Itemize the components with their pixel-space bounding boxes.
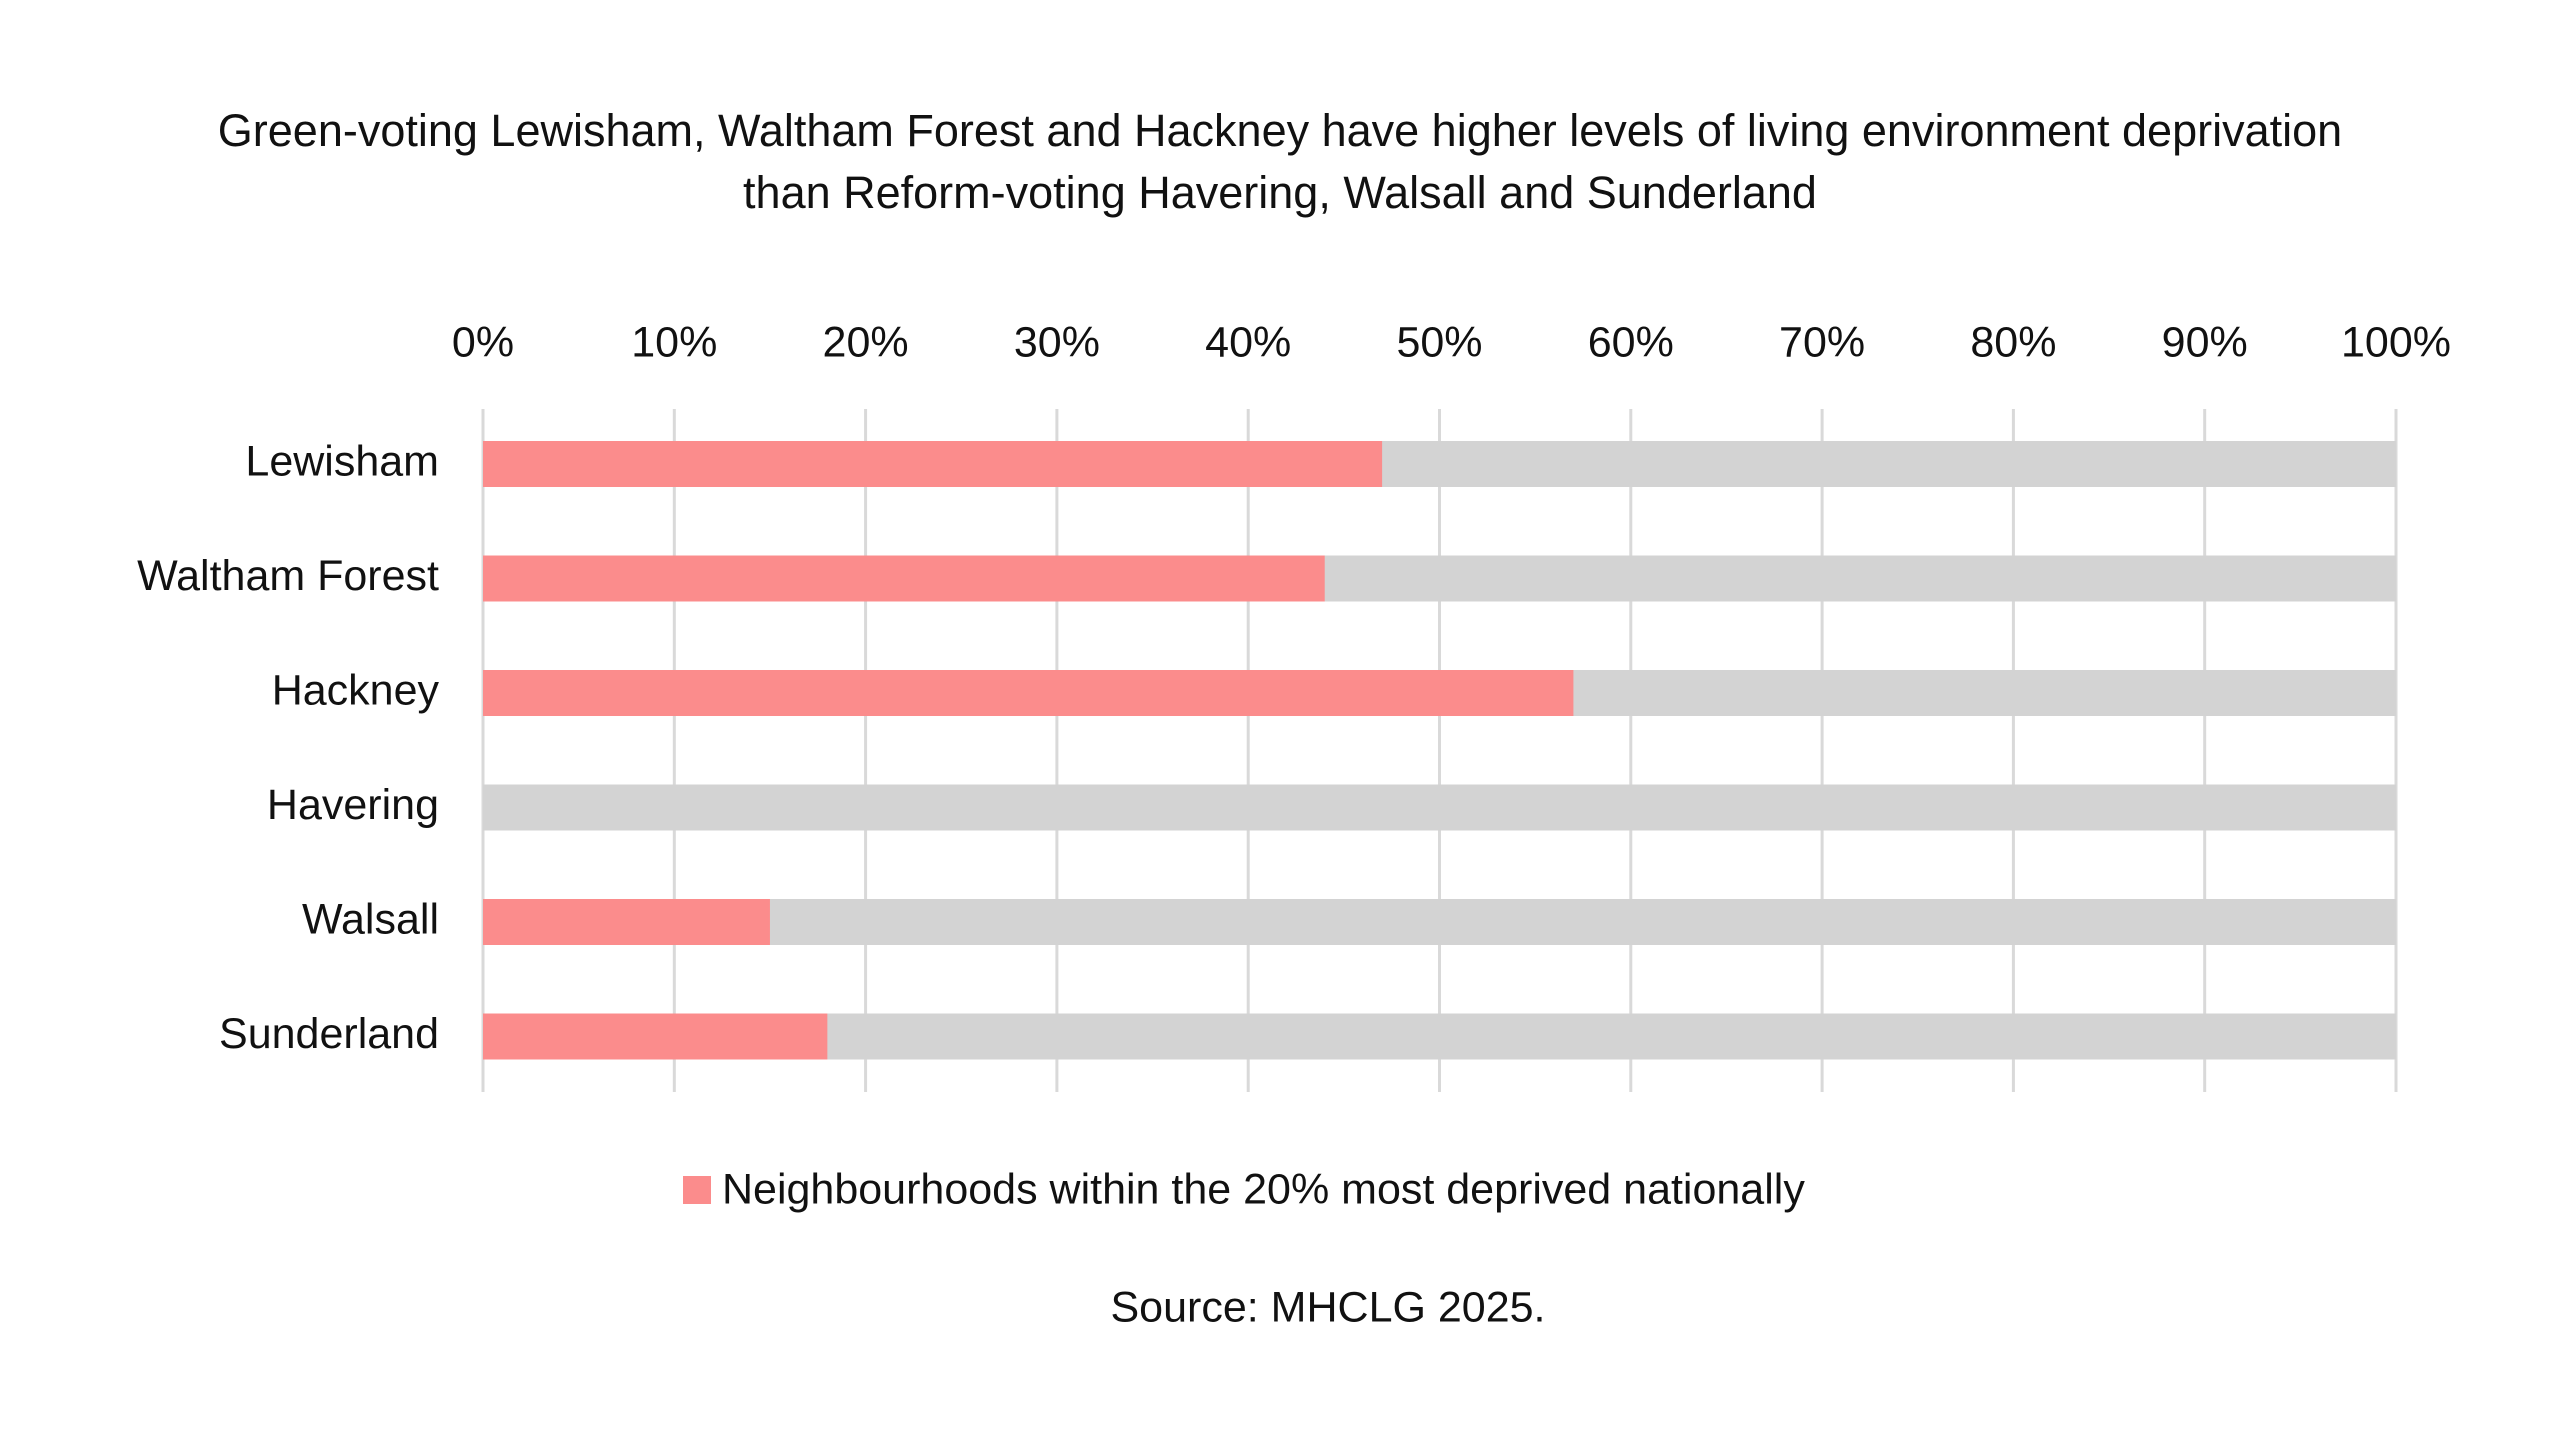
- source-note: Source: MHCLG 2025.: [1111, 1283, 1546, 1331]
- y-tick-label: Waltham Forest: [137, 552, 439, 600]
- y-tick-label: Lewisham: [245, 437, 439, 485]
- x-tick-label: 20%: [823, 318, 909, 366]
- x-tick-label: 60%: [1588, 318, 1674, 366]
- legend-label: Neighbourhoods within the 20% most depri…: [722, 1165, 1805, 1213]
- legend-swatch: [683, 1176, 711, 1204]
- x-tick-label: 30%: [1014, 318, 1100, 366]
- x-tick-label: 50%: [1396, 318, 1482, 366]
- chart-title: Green-voting Lewisham, Waltham Forest an…: [217, 105, 2343, 218]
- bar-track: [483, 784, 2396, 831]
- x-tick-label: 100%: [2341, 318, 2451, 366]
- bar: [483, 441, 1383, 487]
- y-tick-label: Havering: [267, 781, 439, 829]
- bar: [483, 555, 1325, 602]
- bar-track: [483, 899, 2396, 945]
- y-tick-label: Hackney: [272, 666, 440, 714]
- x-tick-label: 40%: [1205, 318, 1291, 366]
- x-tick-label: 80%: [1970, 318, 2056, 366]
- bar: [483, 899, 770, 945]
- x-tick-label: 0%: [452, 318, 514, 366]
- x-tick-label: 70%: [1779, 318, 1865, 366]
- bar: [483, 670, 1574, 716]
- x-tick-label: 10%: [631, 318, 717, 366]
- y-tick-label: Sunderland: [219, 1010, 439, 1058]
- y-tick-label: Walsall: [302, 895, 439, 943]
- x-tick-label: 90%: [2162, 318, 2248, 366]
- bar: [483, 1013, 828, 1060]
- title-wrap: Green-voting Lewisham, Waltham Forest an…: [0, 100, 2560, 224]
